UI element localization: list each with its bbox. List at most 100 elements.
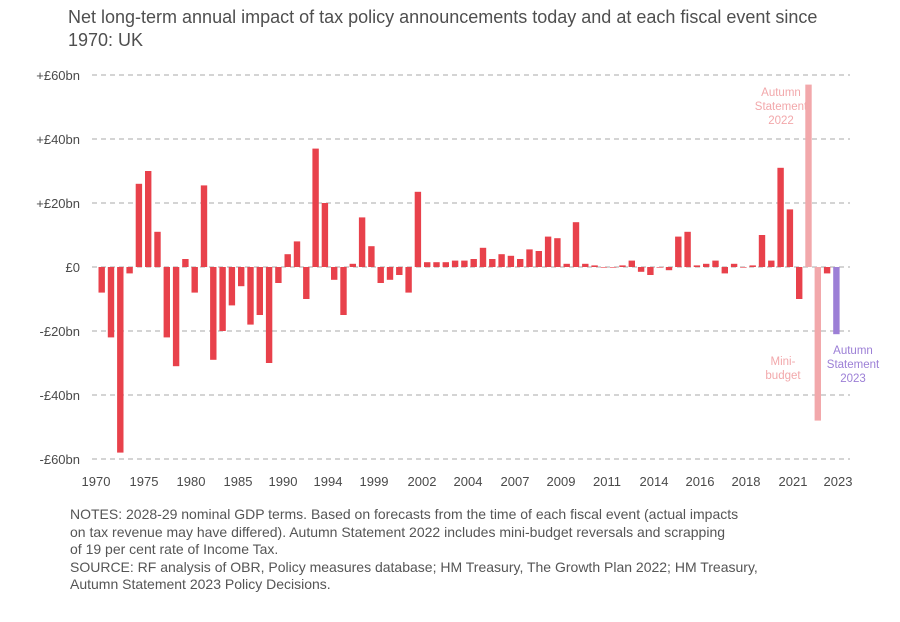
bar — [544, 236, 552, 267]
source-line: Autumn Statement 2023 Policy Decisions. — [70, 576, 331, 592]
bar — [321, 203, 329, 267]
bar — [619, 265, 626, 267]
bar — [368, 246, 375, 267]
annotations: Autumn Statement 2022 Mini-budget Autumn Stat… — [755, 87, 880, 385]
bar — [303, 267, 310, 299]
x-tick-label: 2007 — [501, 474, 530, 489]
bar — [107, 267, 115, 338]
x-tick-label: 2002 — [408, 474, 437, 489]
x-tick-label: 1980 — [177, 474, 206, 489]
bar — [200, 185, 208, 267]
bar — [554, 238, 561, 267]
x-tick-label: 1985 — [224, 474, 253, 489]
bar — [265, 267, 273, 363]
bar — [126, 267, 133, 274]
bar — [172, 267, 180, 367]
bar — [470, 259, 477, 267]
bar — [98, 267, 105, 293]
bar — [358, 217, 366, 267]
bar — [591, 265, 598, 267]
bar — [684, 231, 691, 267]
bar — [405, 267, 412, 293]
bar — [182, 259, 189, 267]
bar — [331, 267, 338, 280]
bar — [461, 260, 468, 267]
bar — [833, 267, 840, 335]
x-tick-label: 2014 — [640, 474, 669, 489]
bar — [693, 265, 701, 267]
x-tick-label: 2018 — [732, 474, 761, 489]
x-tick-label: 2021 — [779, 474, 808, 489]
bar — [786, 209, 794, 267]
bar — [275, 267, 282, 283]
x-tick-label: 2016 — [686, 474, 715, 489]
bar — [256, 267, 263, 315]
bar — [796, 267, 803, 299]
bar — [647, 267, 654, 275]
x-tick-label: 1990 — [269, 474, 298, 489]
notes-line: on tax revenue may have differed). Autum… — [70, 523, 726, 540]
bar — [703, 263, 710, 267]
bar — [665, 267, 673, 271]
bar — [768, 260, 775, 267]
bar — [386, 267, 394, 280]
bar — [805, 84, 812, 267]
bar — [526, 249, 533, 267]
bar — [498, 254, 505, 267]
y-tick-label: -£20bn — [40, 324, 80, 339]
bar — [637, 267, 645, 272]
bar — [749, 265, 756, 267]
x-tick-label: 2004 — [454, 474, 483, 489]
notes-block: NOTES: 2028-29 nominal GDP terms. Based … — [70, 506, 870, 594]
x-tick-label: 2009 — [547, 474, 576, 489]
bar — [163, 267, 170, 338]
bar — [563, 263, 570, 267]
bar — [219, 267, 226, 331]
bar — [535, 251, 542, 267]
bar — [442, 262, 449, 267]
x-tick-label: 1994 — [314, 474, 343, 489]
bar — [582, 263, 589, 267]
x-tick-label: 1975 — [130, 474, 159, 489]
bar — [517, 259, 524, 267]
bar — [740, 267, 747, 268]
annotation-label: Autumn Statement 2022 — [755, 87, 808, 127]
bar — [814, 267, 821, 421]
bar — [135, 183, 143, 267]
bar — [712, 260, 719, 267]
bar — [312, 148, 319, 267]
chart-title: Net long-term annual impact of tax polic… — [68, 7, 818, 50]
bar — [293, 241, 301, 267]
x-axis-tick-labels: 1970 1975 1980 1985 1990 1994 1999 2002 2004 2007… — [82, 474, 853, 489]
bar — [424, 262, 431, 267]
bar — [451, 260, 459, 267]
bar — [777, 167, 784, 267]
bar — [377, 267, 384, 283]
bar — [145, 171, 152, 267]
bar — [117, 267, 124, 453]
bar — [656, 267, 663, 268]
bar — [238, 267, 245, 287]
bar — [758, 235, 766, 267]
bar — [191, 267, 198, 293]
bar-chart: +£60bn +£40bn +£20bn £0 -£20bn -£40bn -£60bn 1… — [36, 68, 880, 489]
bar — [489, 259, 496, 267]
grid-lines — [92, 74, 850, 460]
bar — [730, 263, 738, 267]
bar — [600, 267, 608, 268]
bar — [284, 254, 291, 267]
y-axis-tick-labels: +£60bn +£40bn +£20bn £0 -£20bn -£40bn -£60bn — [36, 68, 80, 467]
bar — [340, 267, 347, 315]
bar — [433, 262, 440, 267]
y-tick-label: £0 — [66, 260, 80, 275]
bar — [414, 191, 422, 267]
bar — [228, 267, 236, 306]
bar — [210, 267, 217, 360]
bar — [154, 231, 161, 267]
bar — [349, 263, 356, 267]
notes-line: NOTES: 2028-29 nominal GDP terms. Based … — [70, 506, 739, 522]
x-tick-label: 1970 — [82, 474, 111, 489]
bar — [823, 267, 831, 274]
y-tick-label: +£40bn — [36, 132, 80, 147]
source-line: SOURCE: RF analysis of OBR, Policy measu… — [70, 558, 758, 575]
